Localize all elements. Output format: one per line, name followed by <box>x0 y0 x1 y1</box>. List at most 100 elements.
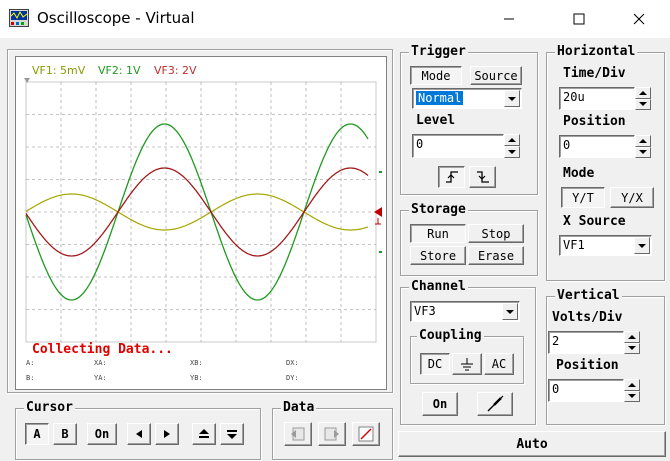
spin-down-icon[interactable] <box>635 146 651 158</box>
trigger-mode-value: Normal <box>416 91 464 105</box>
import-icon <box>291 427 305 441</box>
storage-group: Storage <box>400 202 538 276</box>
readout-dx: DX: <box>286 359 299 367</box>
client-area: VF1: 5mV VF2: 1V VF3: 2V Collecting Data… <box>0 38 670 461</box>
yt-button[interactable]: Y/T <box>561 187 605 208</box>
time-div-spinner[interactable] <box>635 87 651 110</box>
spin-up-icon[interactable] <box>624 331 640 343</box>
readout-a: A: <box>26 359 35 367</box>
data-import-button[interactable] <box>284 422 312 446</box>
dropdown-arrow-icon[interactable] <box>502 303 518 320</box>
scope-screen[interactable]: VF1: 5mV VF2: 1V VF3: 2V Collecting Data… <box>15 56 387 390</box>
title-bar: Oscilloscope - Virtual <box>0 0 670 38</box>
cursor-down-button[interactable] <box>220 423 244 445</box>
minimize-button[interactable] <box>486 0 532 38</box>
export-icon <box>324 427 339 441</box>
status-text: Collecting Data... <box>32 342 173 357</box>
trigger-title: Trigger <box>409 44 468 60</box>
vf1-trace <box>25 193 369 231</box>
spin-up-icon[interactable] <box>635 135 651 147</box>
close-button[interactable] <box>616 0 662 38</box>
time-marker-icon <box>24 78 30 83</box>
spin-up-icon[interactable] <box>624 379 640 391</box>
data-export-button[interactable] <box>318 422 346 446</box>
trigger-level-marker-icon <box>374 207 382 217</box>
stop-button[interactable]: Stop <box>468 224 524 243</box>
auto-button[interactable]: Auto <box>398 431 666 457</box>
arrow-left-icon <box>136 430 142 438</box>
h-mode-label: Mode <box>563 166 595 181</box>
channel-value: VF3 <box>414 304 436 318</box>
gnd-coupling-button[interactable] <box>452 353 482 375</box>
channel-group: Channel <box>400 279 536 425</box>
readout-b: B: <box>26 374 35 382</box>
vf3-trace <box>25 167 369 257</box>
readout-ya: YA: <box>94 374 107 382</box>
dc-coupling-button[interactable]: DC <box>420 353 450 375</box>
spin-down-icon[interactable] <box>624 342 640 354</box>
close-icon <box>633 13 645 25</box>
run-button[interactable]: Run <box>410 224 466 243</box>
trigger-level-input[interactable]: 0 <box>412 134 504 158</box>
cursor-right-button[interactable] <box>155 423 179 445</box>
data-title: Data <box>281 400 317 416</box>
channel-on-button[interactable]: On <box>422 392 458 416</box>
readout-yb: YB: <box>190 374 203 382</box>
legend-vf1: VF1: 5mV <box>32 64 86 77</box>
rising-edge-button[interactable] <box>438 166 465 188</box>
storage-title: Storage <box>409 202 468 218</box>
h-position-label: Position <box>563 114 626 129</box>
screen-frame <box>7 49 393 393</box>
spin-up-icon[interactable] <box>504 134 520 146</box>
channel-select[interactable]: VF3 <box>410 301 520 322</box>
h-position-spinner[interactable] <box>635 135 651 158</box>
cursor-up-button[interactable] <box>192 423 216 445</box>
erase-button[interactable]: Erase <box>468 246 524 265</box>
data-chart-button[interactable] <box>352 422 380 446</box>
cursor-b-button[interactable]: B <box>53 423 77 445</box>
trigger-mode-select[interactable]: Normal <box>412 88 522 109</box>
spin-up-icon[interactable] <box>635 87 651 99</box>
cursor-group: Cursor <box>15 400 261 460</box>
dropdown-arrow-icon[interactable] <box>504 90 520 107</box>
x-source-select[interactable]: VF1 <box>559 235 652 256</box>
probe-button[interactable] <box>477 392 513 416</box>
cursor-left-button[interactable] <box>127 423 151 445</box>
readout-xb: XB: <box>190 359 203 367</box>
yx-button[interactable]: Y/X <box>610 187 654 208</box>
volts-div-input[interactable]: 2 <box>548 331 624 354</box>
trigger-level-label: Level <box>416 113 456 128</box>
waveform-display <box>24 78 382 343</box>
cursor-a-button[interactable]: A <box>25 423 49 445</box>
volts-div-spinner[interactable] <box>624 331 640 354</box>
vf2-trace <box>25 123 369 301</box>
maximize-icon <box>573 13 585 25</box>
arrow-down-icon <box>227 430 237 439</box>
h-position-input[interactable]: 0 <box>559 135 635 158</box>
maximize-button[interactable] <box>556 0 602 38</box>
chart-icon <box>358 426 374 442</box>
rising-edge-icon <box>445 171 458 183</box>
vertical-title: Vertical <box>555 288 622 304</box>
spin-down-icon[interactable] <box>504 146 520 158</box>
horizontal-group: Horizontal <box>546 44 665 281</box>
v-position-input[interactable]: 0 <box>548 379 624 402</box>
ac-coupling-button[interactable]: AC <box>484 353 514 375</box>
trigger-group: Trigger <box>400 44 538 195</box>
channel-title: Channel <box>409 279 468 295</box>
dropdown-arrow-icon[interactable] <box>634 237 650 254</box>
legend-vf2: VF2: 1V <box>98 64 141 77</box>
x-source-label: X Source <box>563 214 626 229</box>
cursor-title: Cursor <box>24 400 75 416</box>
trigger-level-spinner[interactable] <box>504 134 520 158</box>
cursor-on-button[interactable]: On <box>87 423 117 445</box>
tab-mode[interactable]: Mode <box>410 66 462 85</box>
v-position-label: Position <box>556 358 619 373</box>
v-position-spinner[interactable] <box>624 379 640 402</box>
time-div-input[interactable]: 20u <box>559 87 635 110</box>
store-button[interactable]: Store <box>410 246 466 265</box>
tab-source[interactable]: Source <box>470 66 522 85</box>
spin-down-icon[interactable] <box>624 390 640 402</box>
spin-down-icon[interactable] <box>635 98 651 110</box>
falling-edge-button[interactable] <box>469 166 496 188</box>
